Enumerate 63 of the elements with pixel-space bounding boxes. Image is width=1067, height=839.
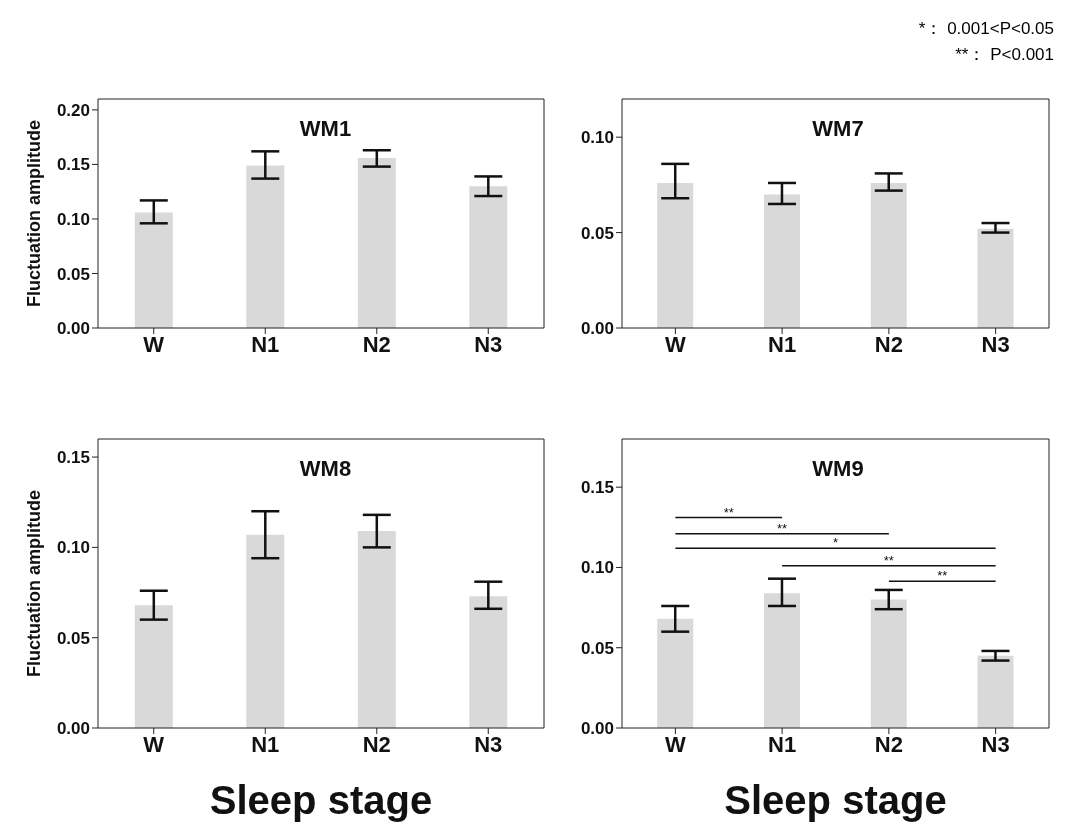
bar xyxy=(134,212,173,328)
y-tick-label: 0.00 xyxy=(56,319,90,339)
x-tick-label: W xyxy=(143,331,165,357)
y-tick-label: 0.15 xyxy=(56,155,90,175)
x-tick-label: N1 xyxy=(251,731,280,757)
x-tick-label: N1 xyxy=(251,331,280,357)
x-tick-label: N2 xyxy=(362,731,391,757)
bar xyxy=(469,186,508,328)
bar xyxy=(657,618,694,728)
x-tick-label: N2 xyxy=(874,331,903,357)
y-tick-label: 0.10 xyxy=(56,209,90,229)
bar xyxy=(977,228,1014,328)
text: WM7 xyxy=(812,116,864,141)
x-axis-title: Sleep stage xyxy=(724,778,947,823)
y-tick-label: 0.05 xyxy=(580,638,614,658)
x-tick-label: N3 xyxy=(981,731,1010,757)
annotation: ** xyxy=(937,568,948,584)
bar xyxy=(357,157,396,328)
bar xyxy=(469,596,508,728)
y-tick-label: 0.05 xyxy=(56,628,90,648)
y-tick-label: 0.20 xyxy=(56,100,90,120)
bar xyxy=(977,655,1014,728)
y-tick-label: 0.10 xyxy=(580,128,614,148)
text: WM1 xyxy=(299,116,352,141)
y-tick-label: 0.05 xyxy=(56,264,90,284)
bar xyxy=(246,165,285,328)
text: *： 0.001<P<0.05 xyxy=(918,18,1054,40)
y-tick-label: 0.10 xyxy=(580,558,614,578)
x-axis-title: Sleep stage xyxy=(209,778,433,823)
y-tick-label: 0.00 xyxy=(580,319,614,339)
y-tick-label: 0.15 xyxy=(580,478,614,498)
y-tick-label: 0.00 xyxy=(580,719,614,739)
x-tick-label: N1 xyxy=(768,331,797,357)
bar xyxy=(763,194,800,328)
y-axis-title: Fluctuation amplitude xyxy=(24,120,45,307)
annotation: ** xyxy=(883,552,894,568)
x-tick-label: W xyxy=(143,731,165,757)
y-tick-label: 0.00 xyxy=(56,719,90,739)
text: WM9 xyxy=(812,456,864,481)
annotation: ** xyxy=(723,504,734,520)
x-tick-label: N3 xyxy=(474,331,503,357)
y-tick-label: 0.15 xyxy=(56,448,90,468)
text: **： P<0.001 xyxy=(954,44,1054,66)
x-tick-label: N3 xyxy=(981,331,1010,357)
bar xyxy=(134,605,173,728)
x-tick-label: N2 xyxy=(362,331,391,357)
x-tick-label: W xyxy=(664,331,686,357)
bar xyxy=(357,531,396,728)
y-tick-label: 0.10 xyxy=(56,538,90,558)
x-tick-label: N2 xyxy=(874,731,903,757)
x-tick-label: N3 xyxy=(474,731,503,757)
annotation: ** xyxy=(777,520,788,536)
bar xyxy=(870,182,907,328)
y-axis-title: Fluctuation amplitude xyxy=(24,490,45,677)
bar xyxy=(246,534,285,728)
x-tick-label: W xyxy=(664,731,686,757)
bar xyxy=(763,593,800,728)
bar xyxy=(870,599,907,728)
bar xyxy=(657,182,694,328)
y-tick-label: 0.05 xyxy=(580,223,614,243)
text: WM8 xyxy=(299,456,352,481)
annotation: * xyxy=(832,535,839,551)
x-tick-label: N1 xyxy=(768,731,797,757)
